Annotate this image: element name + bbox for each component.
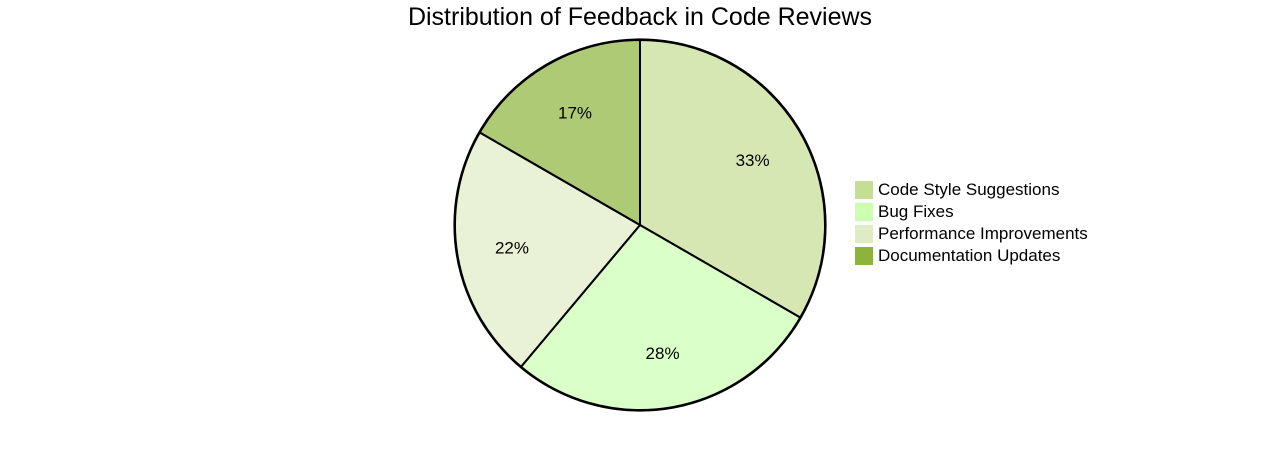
legend-label: Documentation Updates — [878, 246, 1060, 265]
slice-percent-label: 17% — [558, 103, 592, 122]
legend-label: Code Style Suggestions — [878, 180, 1059, 199]
legend-swatch — [855, 203, 873, 221]
legend-label: Bug Fixes — [878, 202, 954, 221]
slice-percent-label: 28% — [646, 344, 680, 363]
slice-percent-label: 22% — [495, 239, 529, 258]
slice-percent-label: 33% — [736, 151, 770, 170]
legend-swatch — [855, 181, 873, 199]
legend-swatch — [855, 225, 873, 243]
legend-swatch — [855, 247, 873, 265]
slice-labels: 33% 28% 22% 17% — [495, 103, 770, 363]
pie-outline — [453, 38, 827, 412]
pie-slices — [454, 38, 826, 411]
legend-label: Performance Improvements — [878, 224, 1088, 243]
legend: Code Style Suggestions Bug Fixes Performan… — [855, 180, 1088, 265]
chart-title: Distribution of Feedback in Code Reviews — [408, 3, 872, 31]
